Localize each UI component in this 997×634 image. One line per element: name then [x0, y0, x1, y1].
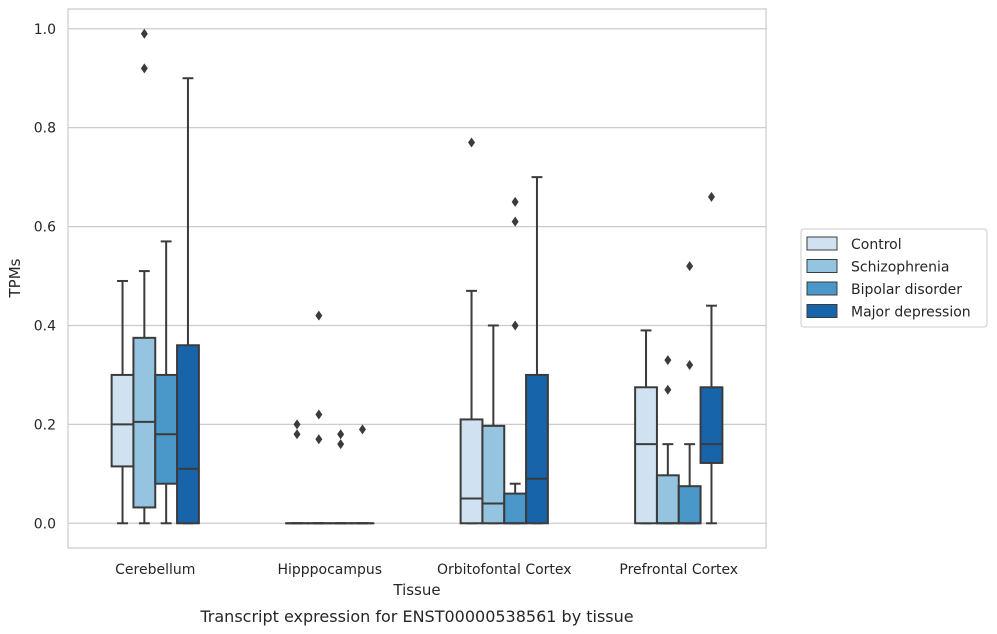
- box-group: [699, 191, 724, 525]
- x-tick-label: Prefrontal Cortex: [619, 562, 738, 578]
- box-group: [677, 261, 702, 525]
- y-axis-label: TPMs: [6, 258, 24, 298]
- box-iqr: [677, 485, 702, 525]
- y-tick-label: 0.6: [34, 220, 56, 236]
- legend: Control Schizophrenia Bipolar disorder Majo…: [800, 228, 988, 328]
- outlier-point: [686, 360, 694, 371]
- outlier-point: [664, 384, 672, 395]
- box-iqr: [699, 386, 724, 464]
- box-iqr: [655, 474, 680, 525]
- box-iqr: [459, 418, 484, 525]
- outlier-point: [140, 28, 148, 39]
- x-tick-label: Cerebellum: [115, 562, 195, 578]
- box-group: [154, 240, 179, 525]
- legend-swatch: [806, 259, 838, 273]
- box-group: [350, 424, 375, 525]
- box-iqr: [154, 373, 179, 485]
- box-iqr: [110, 373, 135, 468]
- outlier-point: [511, 196, 519, 207]
- x-axis-label: Tissue: [392, 581, 440, 599]
- legend-label: Major depression: [851, 305, 971, 321]
- y-tick-label: 0.4: [34, 318, 56, 334]
- box-iqr: [503, 492, 528, 525]
- x-tick-label: Orbitofontal Cortex: [437, 562, 572, 578]
- y-tick-label: 1.0: [34, 22, 56, 38]
- box-group: [459, 137, 484, 525]
- legend-swatch: [806, 236, 838, 251]
- outlier-point: [293, 429, 301, 440]
- box-plot-series: [110, 28, 724, 525]
- outlier-point: [315, 310, 323, 321]
- figure-caption: Transcript expression for ENST0000053856…: [199, 607, 633, 626]
- x-tick-label: Hipppocampus: [277, 562, 382, 578]
- outlier-point: [293, 419, 301, 430]
- box-group: [306, 310, 331, 525]
- legend-label: Schizophrenia: [851, 260, 949, 276]
- box-group: [655, 355, 680, 525]
- x-tick-labels: Cerebellum Hipppocampus Orbitofontal Corte…: [115, 562, 738, 578]
- box-group: [634, 329, 658, 525]
- y-tick-label: 0.0: [34, 516, 56, 532]
- box-iqr: [525, 373, 549, 525]
- box-group: [525, 176, 549, 525]
- box-group: [132, 28, 157, 525]
- outlier-point: [315, 409, 323, 420]
- outlier-point: [337, 439, 345, 450]
- plot-frame: [67, 8, 767, 549]
- y-tick-label: 0.2: [34, 417, 56, 433]
- box-iqr: [481, 424, 506, 525]
- box-iqr: [176, 344, 200, 525]
- outlier-point: [511, 216, 519, 227]
- legend-frame: [800, 228, 988, 328]
- outlier-point: [315, 434, 323, 445]
- box-group: [328, 429, 353, 525]
- legend-label: Bipolar disorder: [851, 282, 962, 298]
- legend-swatch: [806, 281, 838, 296]
- box-group: [481, 324, 506, 525]
- box-group: [176, 77, 200, 525]
- outlier-point: [140, 63, 148, 74]
- y-tick-labels: 0.0 0.2 0.4 0.6 0.8 1.0: [34, 22, 56, 532]
- legend-swatch: [806, 304, 838, 318]
- outlier-point: [337, 429, 345, 440]
- outlier-point: [358, 424, 366, 435]
- legend-label: Control: [851, 237, 902, 253]
- y-tick-label: 0.8: [34, 121, 56, 137]
- outlier-point: [686, 261, 694, 272]
- box-iqr: [634, 386, 658, 525]
- outlier-point: [707, 191, 715, 202]
- box-group: [110, 279, 135, 525]
- box-group: [503, 196, 528, 525]
- box-group: [285, 419, 309, 525]
- outlier-point: [511, 320, 519, 331]
- outlier-point: [468, 137, 476, 148]
- outlier-point: [664, 355, 672, 366]
